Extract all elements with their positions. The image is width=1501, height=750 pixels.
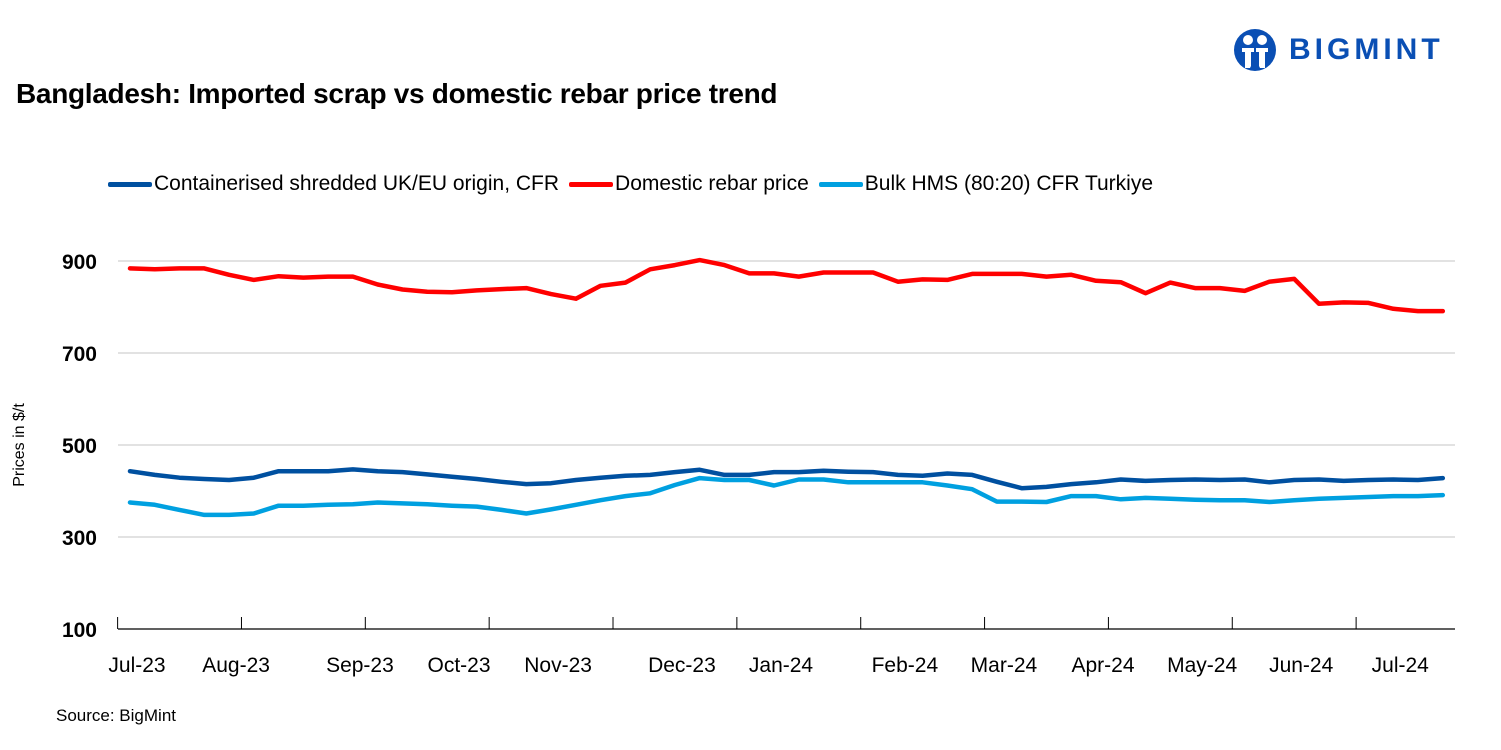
x-tick-label: Jan-24 (749, 654, 814, 677)
series-line-2 (127, 475, 1446, 518)
legend-label: Containerised shredded UK/EU origin, CFR (154, 172, 560, 195)
bigmint-logo: BIGMINT (1233, 28, 1444, 72)
x-tick-label: Sep-23 (326, 654, 394, 677)
source-note: Source: BigMint (56, 706, 176, 725)
y-tick-label: 900 (62, 251, 97, 274)
chart-title: Bangladesh: Imported scrap vs domestic r… (16, 78, 778, 109)
series-line-0 (127, 467, 1446, 491)
x-tick-label: May-24 (1167, 654, 1237, 677)
x-tick-label: Jul-23 (108, 654, 165, 677)
legend-item-rebar: Domestic rebar price (569, 172, 809, 196)
bigmint-logo-icon (1234, 29, 1276, 71)
y-tick-label: 500 (62, 435, 97, 458)
x-tick-label: Feb-24 (872, 654, 939, 677)
y-tick-label: 300 (62, 527, 97, 550)
x-tick-label: Jul-24 (1372, 654, 1430, 677)
legend-swatch (569, 181, 614, 187)
x-tick-label: Nov-23 (524, 654, 592, 677)
logo-text: BIGMINT (1289, 33, 1444, 66)
legend-item-hms: Bulk HMS (80:20) CFR Turkiye (818, 172, 1154, 196)
legend-swatch (108, 181, 152, 187)
legend-swatch (818, 181, 863, 187)
x-tick-label: Jun-24 (1269, 654, 1334, 677)
x-tick-label: Dec-23 (648, 654, 716, 677)
x-tick-label: Mar-24 (971, 654, 1038, 677)
series-line-1 (127, 257, 1446, 314)
x-tick-label: Apr-24 (1072, 654, 1135, 677)
legend-label: Domestic rebar price (615, 172, 809, 195)
y-axis-label: Prices in $/t (11, 403, 28, 487)
legend-item-containerised: Containerised shredded UK/EU origin, CFR (108, 172, 559, 196)
x-tick-label: Oct-23 (427, 654, 490, 677)
x-tick-label: Aug-23 (202, 654, 270, 677)
legend-label: Bulk HMS (80:20) CFR Turkiye (864, 172, 1154, 195)
legend: Containerised shredded UK/EU origin, CFR… (108, 172, 1163, 196)
y-tick-label: 100 (62, 619, 97, 642)
y-tick-label: 700 (62, 343, 97, 366)
